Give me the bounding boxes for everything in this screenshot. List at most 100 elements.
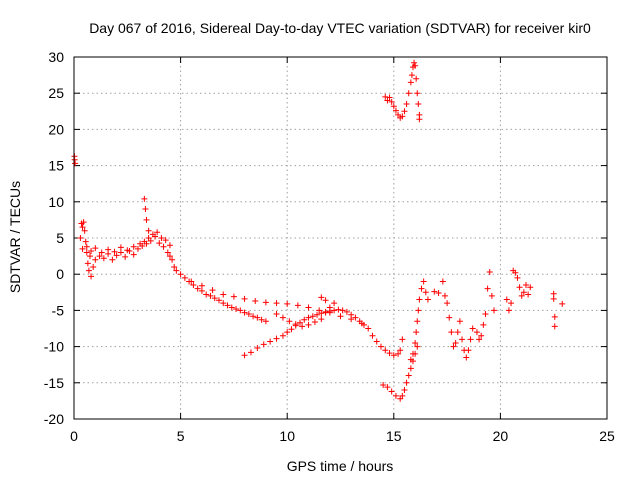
data-point: [405, 372, 412, 379]
data-point: [318, 316, 325, 323]
data-point: [444, 300, 451, 307]
data-point: [273, 300, 280, 307]
data-point: [98, 249, 105, 256]
data-point: [412, 339, 419, 346]
data-point: [401, 108, 408, 115]
data-point: [81, 227, 88, 234]
data-point: [505, 307, 512, 314]
series-arc-low: [380, 343, 421, 402]
data-point: [424, 296, 431, 303]
data-point: [141, 195, 148, 202]
data-point: [559, 300, 566, 307]
data-point: [80, 219, 87, 226]
data-point: [134, 245, 141, 252]
data-point: [401, 387, 408, 394]
data-point: [84, 260, 91, 267]
data-point: [279, 314, 286, 321]
data-point: [525, 291, 532, 298]
data-point: [343, 308, 350, 315]
data-point: [198, 282, 205, 289]
data-point: [286, 318, 293, 325]
data-point: [160, 243, 167, 250]
data-point: [414, 343, 421, 350]
data-point: [79, 245, 86, 252]
data-point: [463, 354, 470, 361]
data-point: [392, 107, 399, 114]
data-point: [92, 256, 99, 263]
data-point: [522, 282, 529, 289]
y-tick-label: 25: [48, 85, 64, 101]
data-point: [105, 246, 112, 253]
data-point: [85, 267, 92, 274]
data-point: [181, 274, 188, 281]
data-point: [143, 240, 150, 247]
data-point: [228, 304, 235, 311]
data-point: [508, 300, 515, 307]
data-point: [130, 251, 137, 258]
data-point: [211, 295, 218, 302]
data-point: [435, 290, 442, 297]
data-point: [258, 316, 265, 323]
y-tick-label: -15: [44, 375, 64, 391]
x-tick-label: 10: [279, 428, 295, 444]
x-tick-label: 25: [599, 428, 615, 444]
data-point: [431, 288, 438, 295]
data-point: [145, 227, 152, 234]
data-point: [252, 297, 259, 304]
y-tick-label: -10: [44, 339, 64, 355]
chart-title: Day 067 of 2016, Sidereal Day-to-day VTE…: [89, 20, 591, 36]
data-point: [72, 160, 79, 167]
data-point: [478, 332, 485, 339]
data-point: [408, 72, 415, 79]
data-point: [88, 273, 95, 280]
data-point: [254, 314, 261, 321]
data-point: [450, 343, 457, 350]
data-point: [399, 336, 406, 343]
data-point: [267, 338, 274, 345]
data-point: [326, 304, 333, 311]
data-point: [245, 311, 252, 318]
data-point: [260, 341, 267, 348]
data-point: [241, 352, 248, 359]
data-point: [514, 274, 521, 281]
data-point: [488, 292, 495, 299]
data-point: [198, 287, 205, 294]
series-arc-17-19h: [431, 278, 476, 361]
series-arc-20-21h: [503, 267, 534, 314]
y-tick-label: 30: [48, 49, 64, 65]
data-point: [520, 289, 527, 296]
data-point: [309, 313, 316, 320]
data-point: [322, 309, 329, 316]
data-point: [407, 79, 414, 86]
data-point: [154, 229, 161, 236]
data-point: [413, 75, 420, 82]
data-point: [386, 94, 393, 101]
data-point: [86, 253, 93, 260]
data-point: [412, 62, 419, 69]
data-point: [305, 314, 312, 321]
data-point: [292, 321, 299, 328]
data-point: [512, 269, 519, 276]
data-point: [171, 263, 178, 270]
data-point: [337, 313, 344, 320]
data-point: [484, 285, 491, 292]
data-point: [124, 247, 131, 254]
data-point: [188, 278, 195, 285]
data-point: [390, 352, 397, 359]
data-point: [384, 384, 391, 391]
data-point: [166, 242, 173, 249]
data-point: [516, 284, 523, 291]
data-point: [476, 336, 483, 343]
data-point: [465, 347, 472, 354]
tick-labels: 0 5 10 15 20 25 -20 -15 -10 -5 0 5 10 15 20 25 30: [44, 49, 615, 444]
data-point: [305, 321, 312, 328]
data-point: [220, 300, 227, 307]
data-point: [456, 318, 463, 325]
data-point: [143, 216, 150, 223]
data-point: [382, 93, 389, 100]
data-point: [83, 249, 90, 256]
y-tick-label: -20: [44, 411, 64, 427]
data-point: [403, 101, 410, 108]
data-point: [194, 285, 201, 292]
